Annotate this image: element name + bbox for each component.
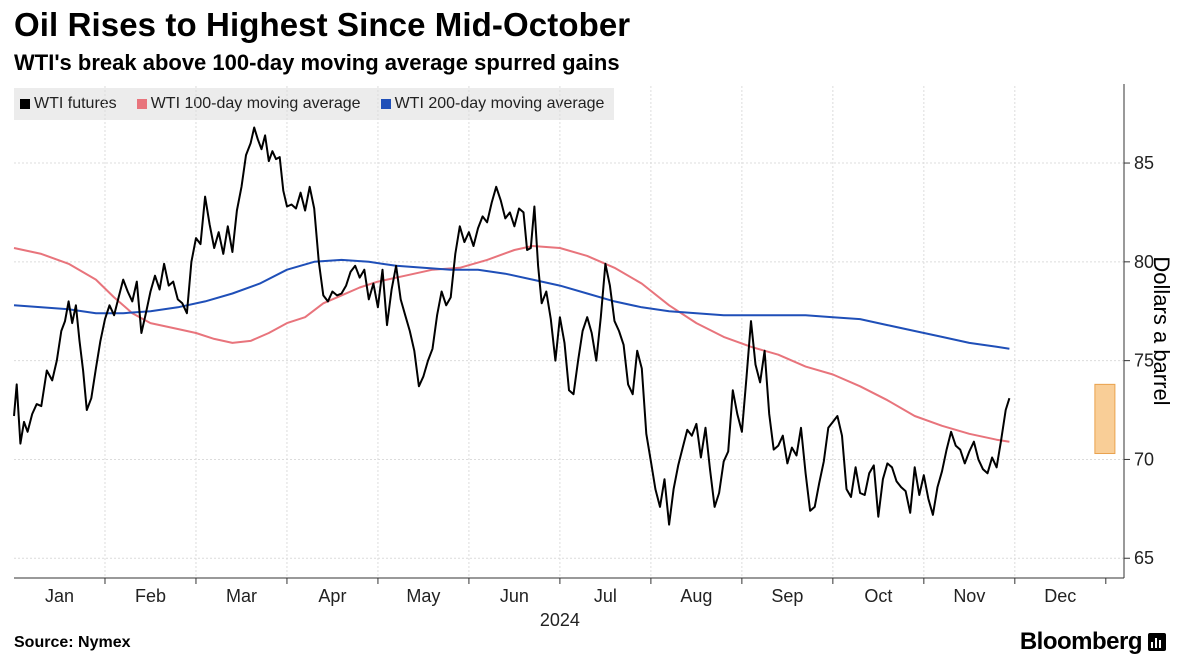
x-tick-label-may: May <box>406 586 440 606</box>
series-lines <box>13 126 1011 526</box>
legend-label-200-day-ma: WTI 200-day moving average <box>394 95 605 112</box>
x-tick-label-feb: Feb <box>135 586 166 606</box>
source-note: Source: Nymex <box>14 634 131 651</box>
y-tick-label-85: 85 <box>1134 153 1154 173</box>
legend-label-wti-futures: WTI futures <box>34 95 117 112</box>
x-tick-label-jan: Jan <box>45 586 74 606</box>
legend-label-100-day-ma: WTI 100-day moving average <box>150 95 361 112</box>
legend-swatch-wti-futures <box>20 99 30 109</box>
legend-item-200-day-ma: WTI 200-day moving average <box>380 95 605 113</box>
x-tick-label-mar: Mar <box>226 586 257 606</box>
x-tick-label-jun: Jun <box>500 586 529 606</box>
legend-swatch-200-day-ma <box>380 99 391 109</box>
brand-logo: Bloomberg <box>1020 628 1166 656</box>
wti-futures-line <box>13 126 1011 526</box>
brand-name: Bloomberg <box>1019 628 1143 655</box>
chart-subtitle: WTI's break above 100-day moving average… <box>14 50 620 75</box>
y-axis-title: Dollars a barrel <box>1149 256 1174 405</box>
gridlines <box>14 86 1124 578</box>
y-tick-label-65: 65 <box>1134 548 1154 568</box>
legend-item-wti-futures: WTI futures <box>20 95 117 113</box>
chart-title: Oil Rises to Highest Since Mid-October <box>14 6 631 43</box>
x-tick-label-oct: Oct <box>864 586 892 606</box>
y-tick-label-80: 80 <box>1134 252 1154 272</box>
x-tick-label-apr: Apr <box>318 586 346 606</box>
x-tick-label-nov: Nov <box>953 586 985 606</box>
chart-legend: WTI futures WTI 100-day moving average W… <box>14 88 615 120</box>
x-tick-label-sep: Sep <box>771 586 803 606</box>
x-tick-label-dec: Dec <box>1044 586 1076 606</box>
y-tick-label-75: 75 <box>1134 351 1154 371</box>
highlight-box <box>1094 383 1116 455</box>
wti-200-day-ma-line <box>13 258 1010 350</box>
x-tick-label-jul: Jul <box>594 586 617 606</box>
legend-swatch-100-day-ma <box>136 99 147 109</box>
x-tick-label-aug: Aug <box>680 586 712 606</box>
y-tick-label-70: 70 <box>1134 449 1154 469</box>
wti-100-day-ma-line <box>13 245 1010 443</box>
x-axis-year-label: 2024 <box>540 610 580 630</box>
axes: 65 70 75 80 85 Jan Feb Mar Apr May Jun Jul Aug Sep Oct… <box>14 84 1154 606</box>
legend-item-100-day-ma: WTI 100-day moving average <box>136 95 361 113</box>
bloomberg-terminal-icon <box>1148 633 1166 651</box>
